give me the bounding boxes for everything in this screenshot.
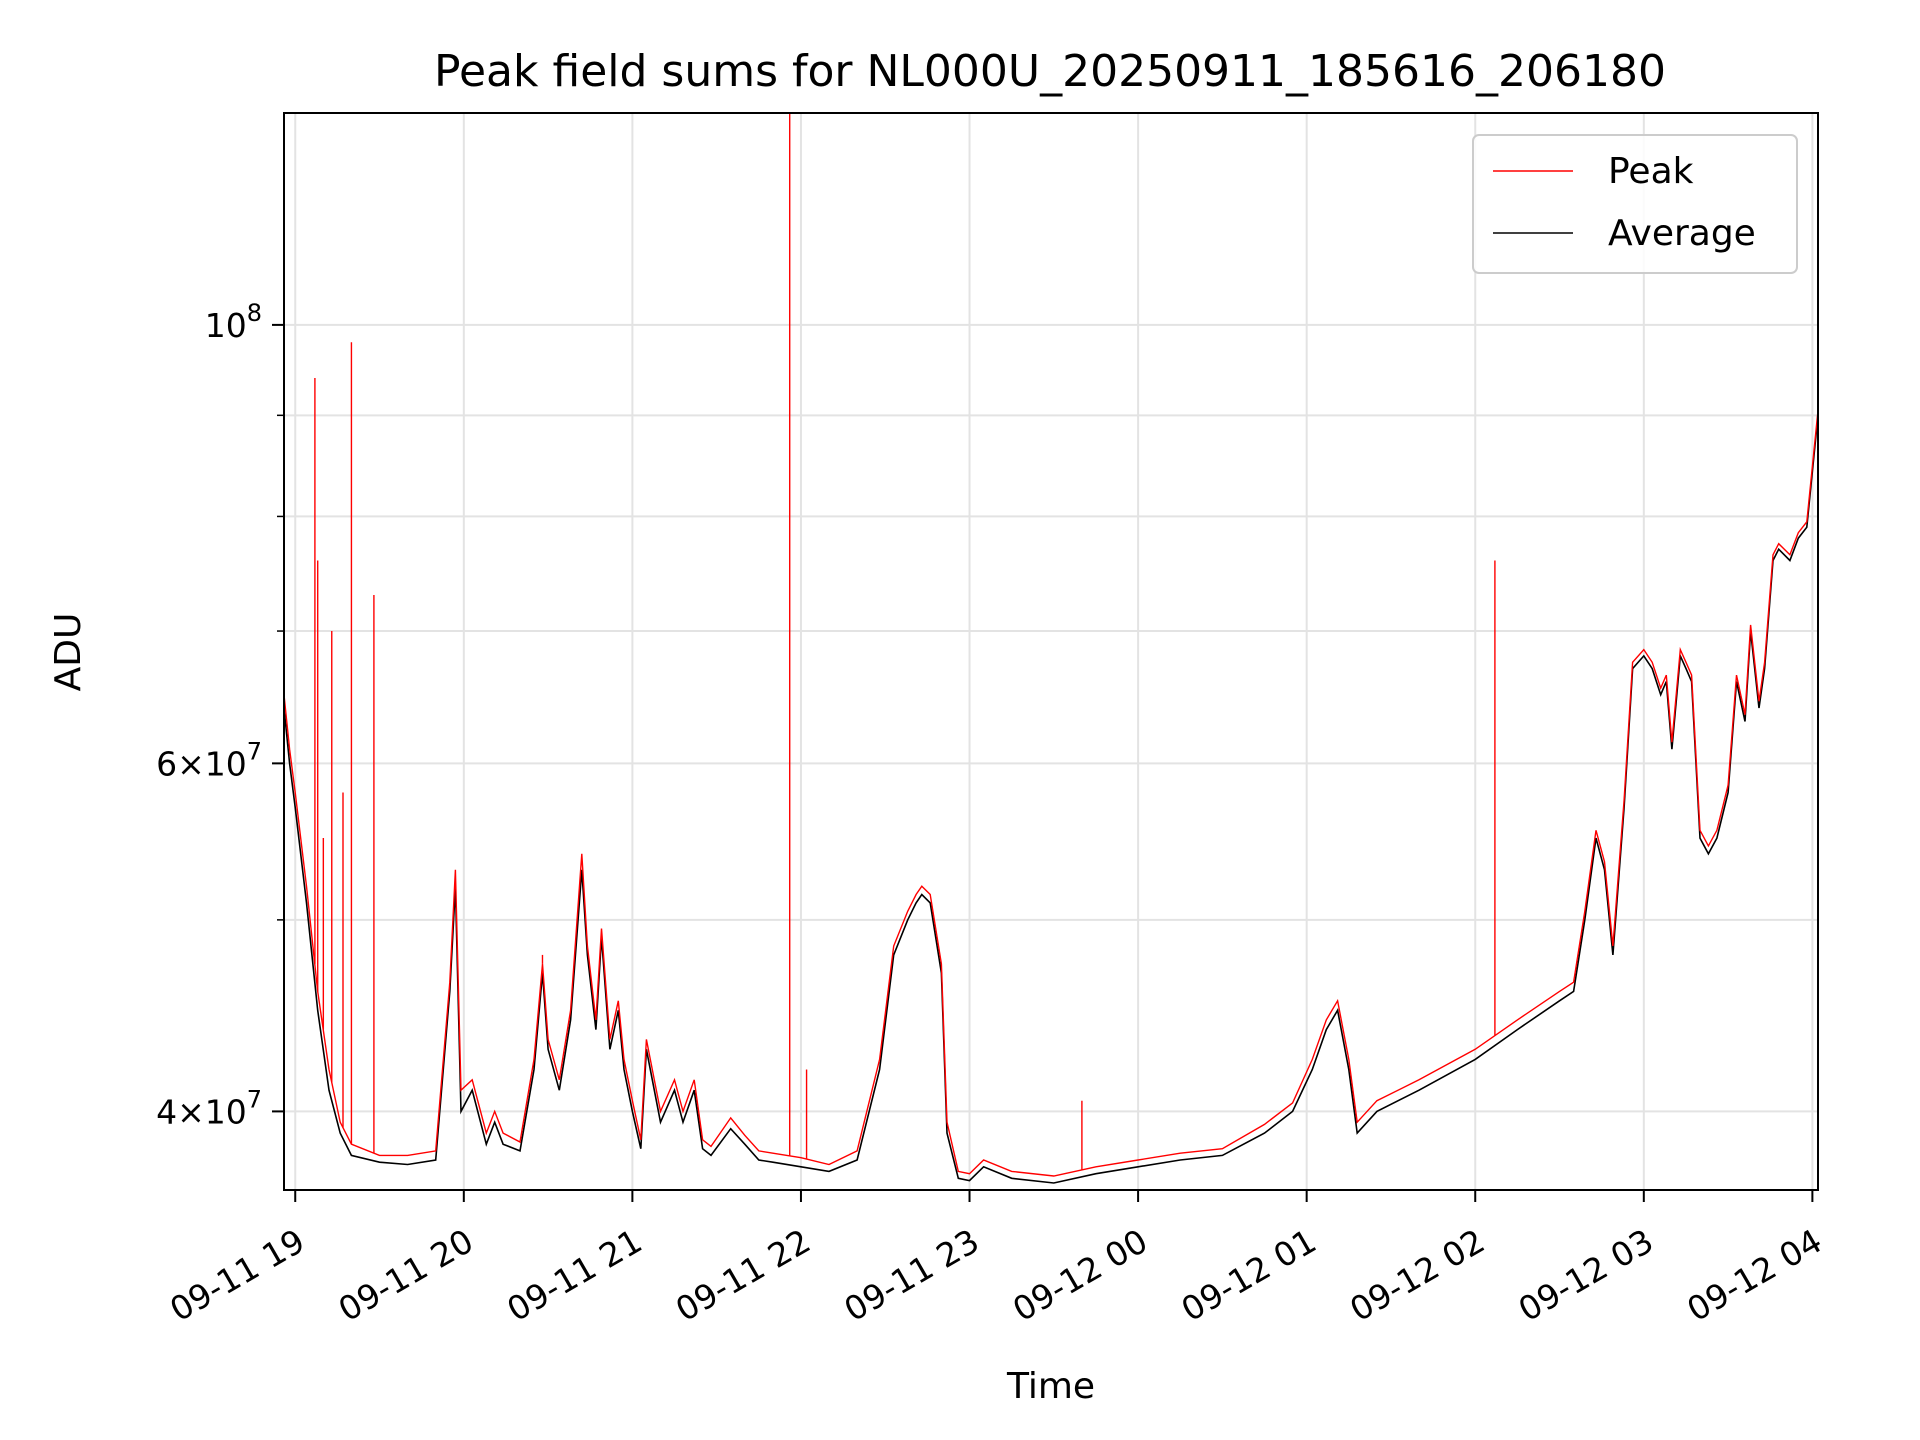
y-tick-mantissa: 4 bbox=[156, 1092, 177, 1131]
legend-label-peak: Peak bbox=[1608, 151, 1694, 192]
legend-box bbox=[1472, 134, 1798, 274]
y-tick-exponent: 7 bbox=[247, 737, 262, 765]
plot-series bbox=[283, 113, 1819, 1184]
y-tick-mantissa: 6 bbox=[156, 744, 177, 783]
peak-spikes bbox=[314, 113, 1496, 1170]
y-tick-label: 6×107 bbox=[156, 737, 262, 783]
y-axis-ticks: 4×107 6×107 108 bbox=[156, 299, 284, 1131]
y-tick-label: 4×107 bbox=[156, 1085, 262, 1131]
y-tick-exponent: 8 bbox=[247, 299, 262, 327]
series-line-peak bbox=[283, 410, 1819, 1177]
legend-label-average: Average bbox=[1608, 213, 1756, 254]
grid bbox=[284, 113, 1818, 1190]
legend: Peak Average bbox=[1472, 134, 1798, 274]
chart-title: Peak field sums for NL000U_20250911_1856… bbox=[434, 46, 1666, 97]
x-axis-label: Time bbox=[1006, 1366, 1095, 1407]
plot-frame bbox=[283, 112, 1819, 1191]
y-axis-label: ADU bbox=[48, 613, 89, 692]
y-tick-label: 108 bbox=[205, 299, 262, 345]
y-tick-exponent: 7 bbox=[247, 1085, 262, 1113]
